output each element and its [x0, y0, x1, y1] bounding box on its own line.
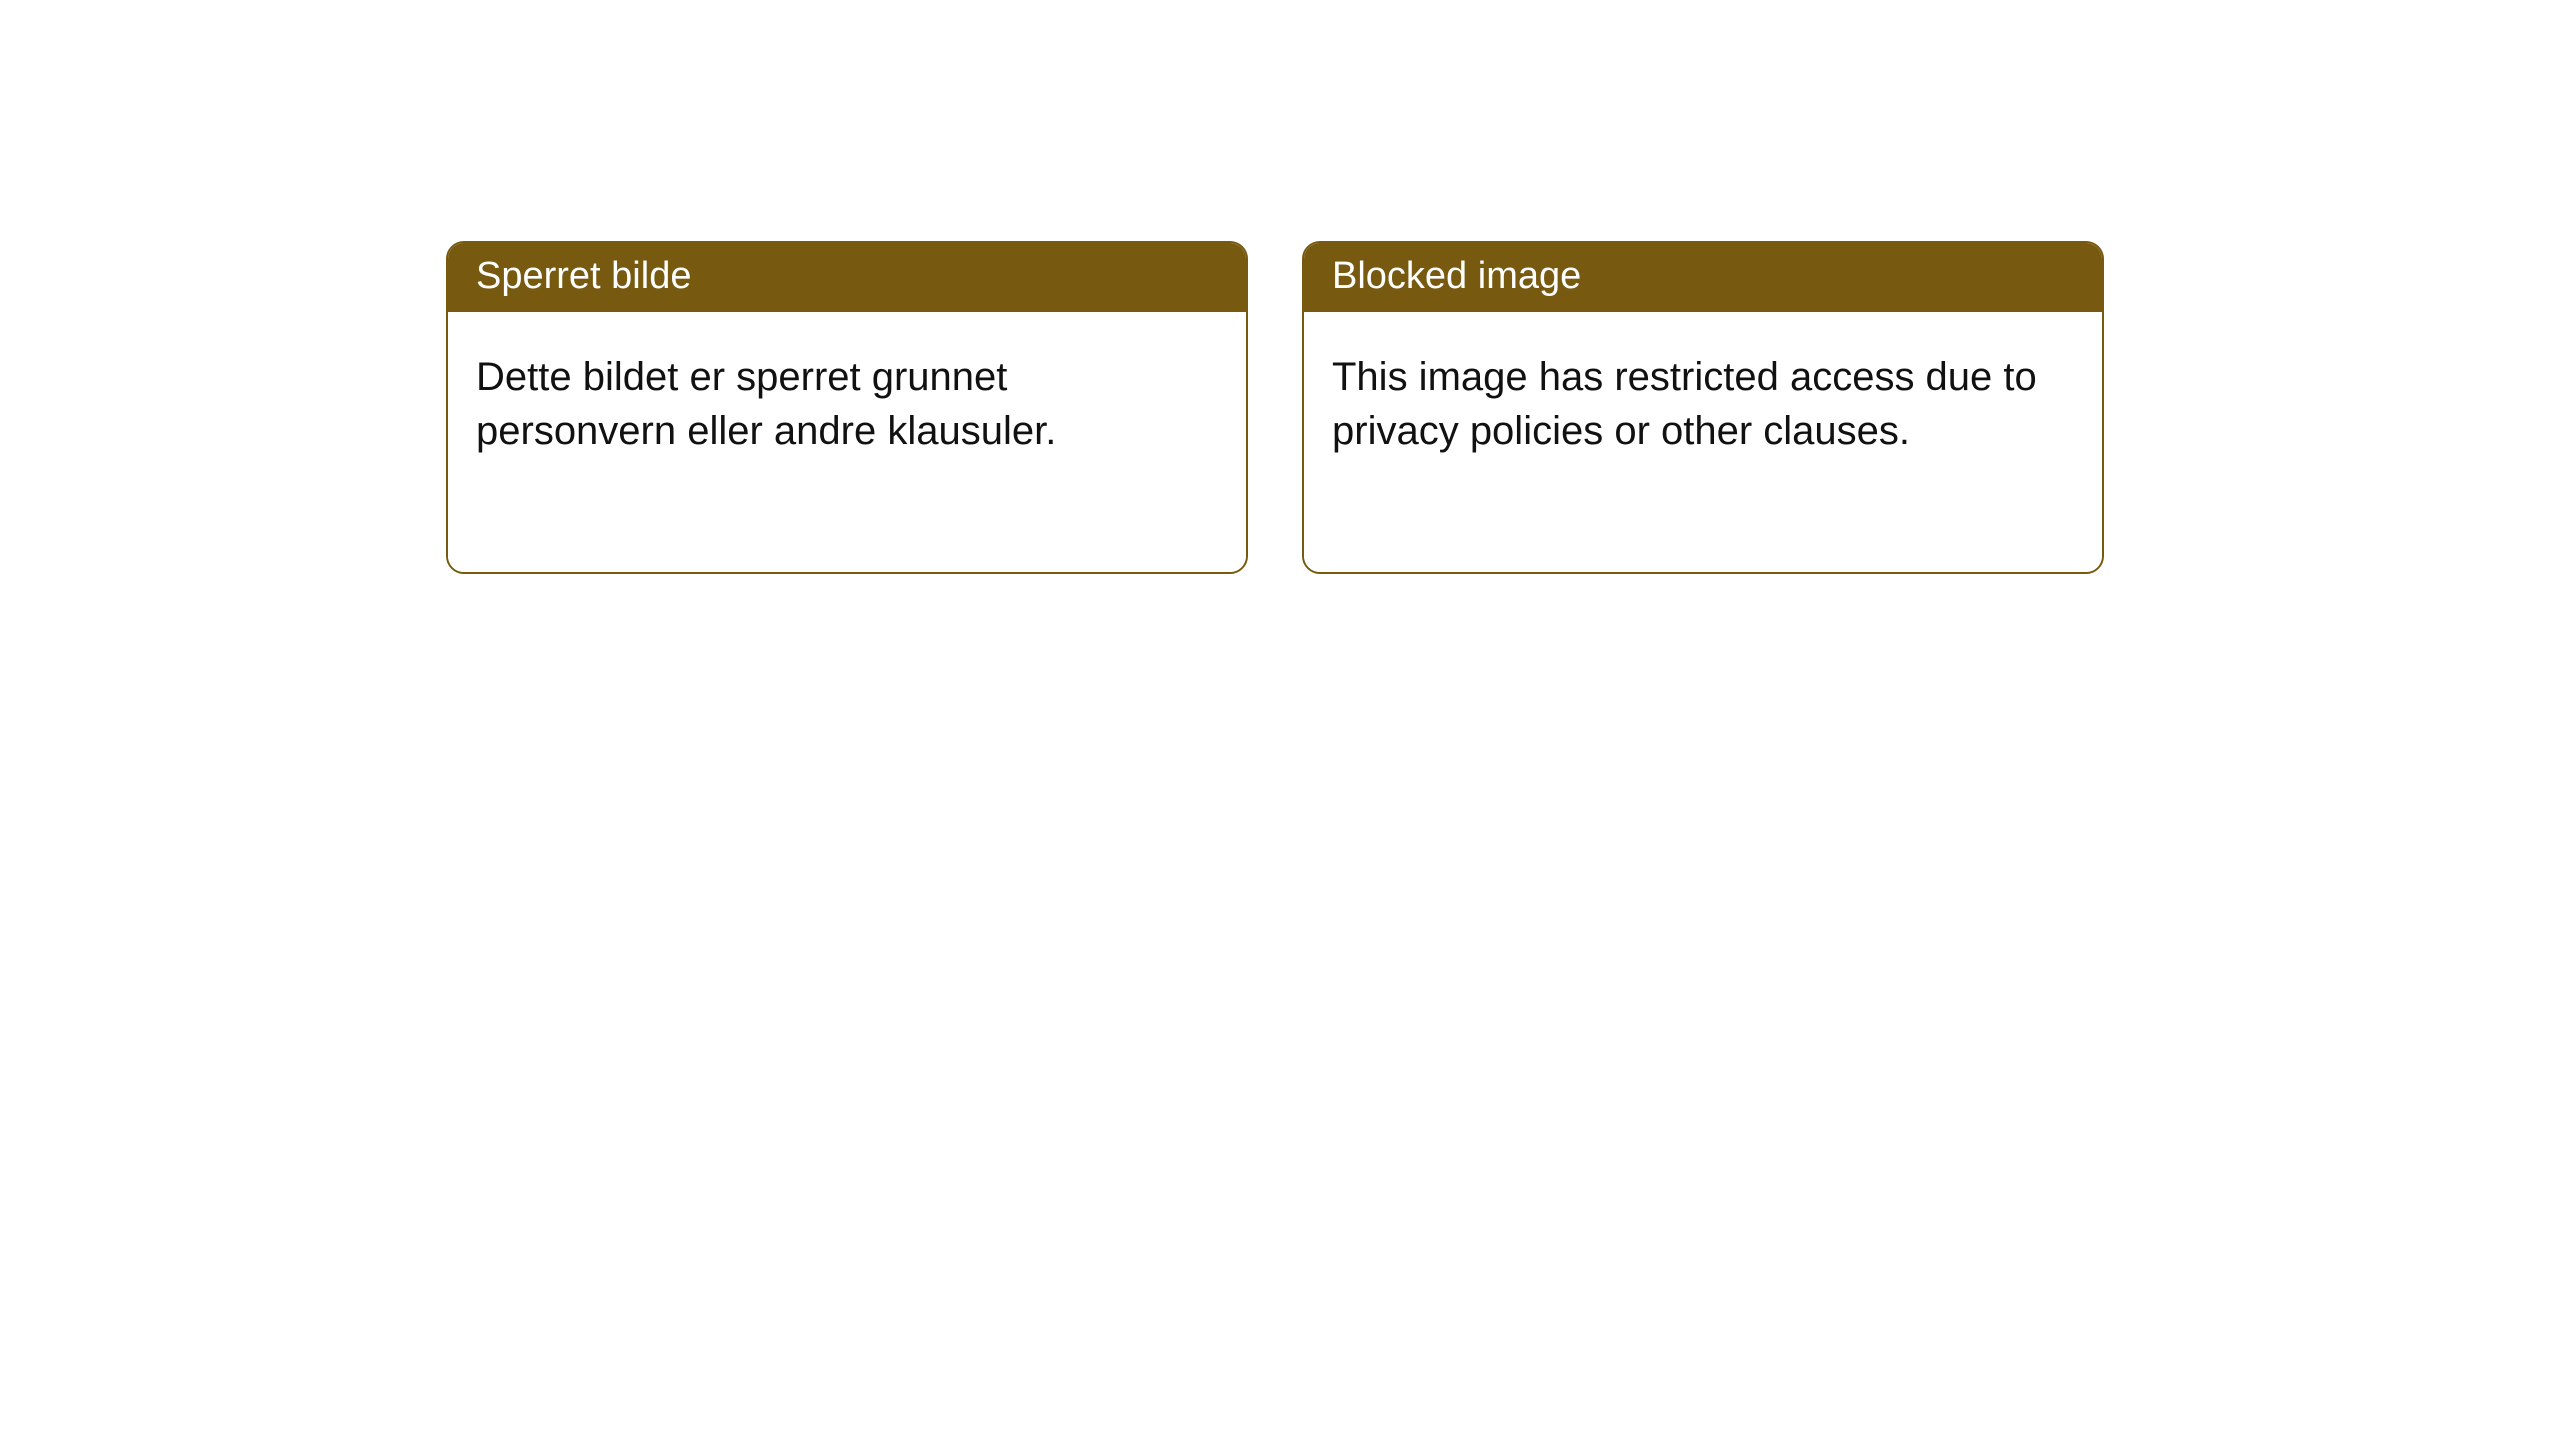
notice-card-norwegian: Sperret bilde Dette bildet er sperret gr… [446, 241, 1248, 574]
notice-title-english: Blocked image [1332, 255, 1581, 297]
notice-card-english: Blocked image This image has restricted … [1302, 241, 2104, 574]
notice-header-english: Blocked image [1304, 243, 2102, 312]
notice-header-norwegian: Sperret bilde [448, 243, 1246, 312]
notice-text-english: This image has restricted access due to … [1332, 355, 2037, 453]
notice-title-norwegian: Sperret bilde [476, 255, 691, 297]
notice-text-norwegian: Dette bildet er sperret grunnet personve… [476, 355, 1056, 453]
notice-body-english: This image has restricted access due to … [1304, 312, 2102, 572]
notice-body-norwegian: Dette bildet er sperret grunnet personve… [448, 312, 1246, 572]
notice-container: Sperret bilde Dette bildet er sperret gr… [446, 241, 2104, 574]
